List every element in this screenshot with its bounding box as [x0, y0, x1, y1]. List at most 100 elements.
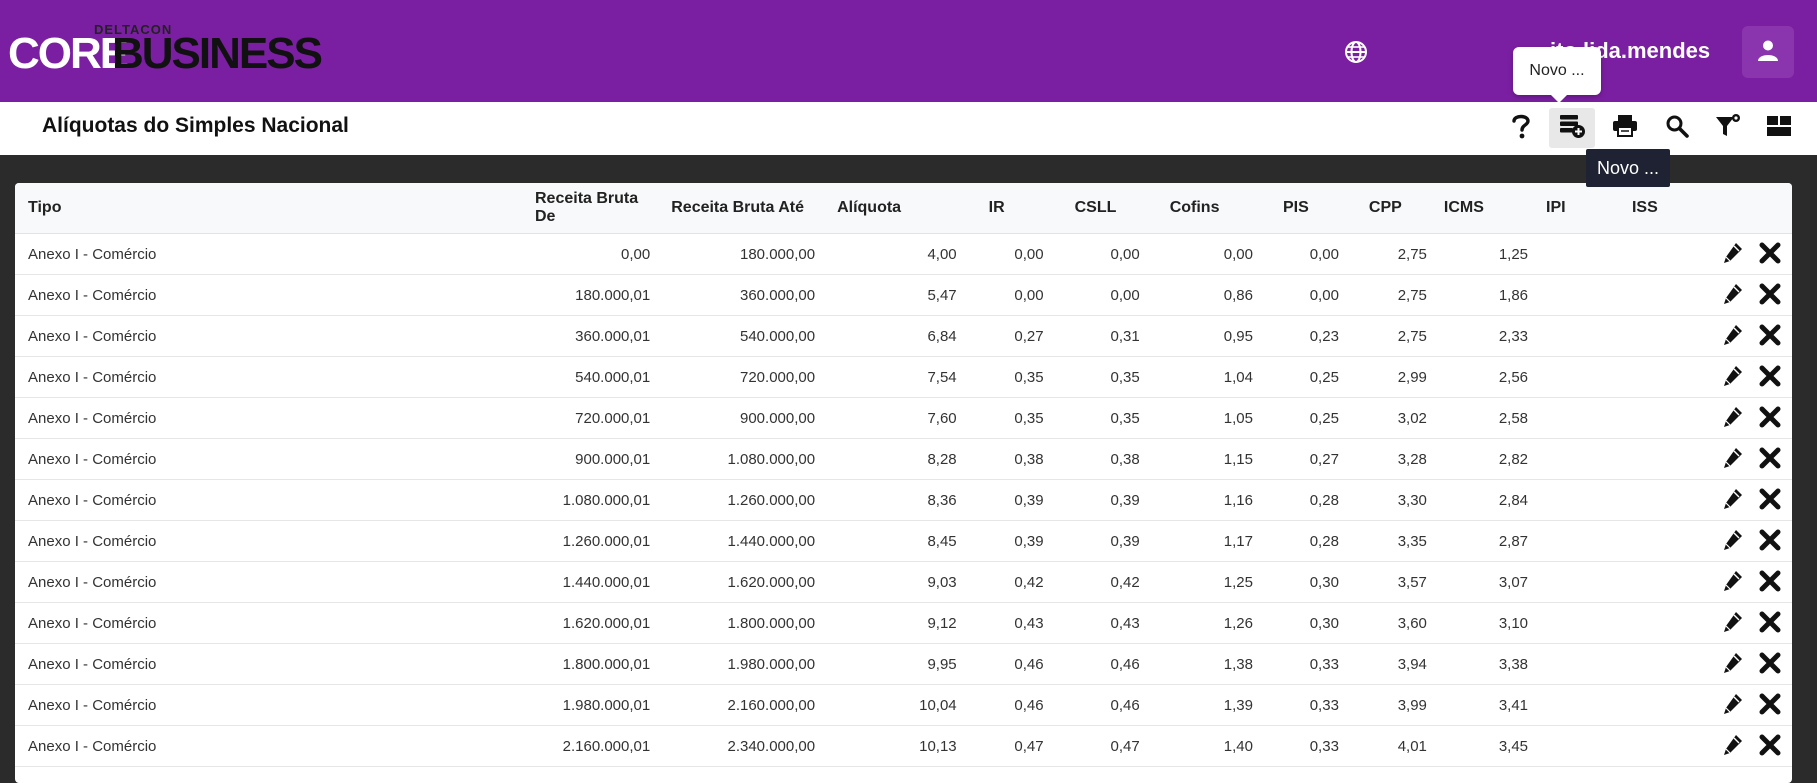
column-header[interactable]: Cofins: [1147, 183, 1261, 234]
cell-value: 1,16: [1147, 479, 1261, 521]
filter-button[interactable]: [1706, 108, 1752, 148]
edit-icon[interactable]: [1714, 364, 1744, 390]
cell-value: 900.000,01: [460, 438, 660, 480]
delete-icon[interactable]: [1752, 651, 1782, 677]
cell-value: 720.000,00: [659, 356, 824, 398]
table-row[interactable]: Anexo I - Comércio 180.000,01 360.000,00 5,…: [15, 274, 1792, 316]
column-header[interactable]: Alíquota: [823, 183, 965, 234]
cell-value: 1.440.000,00: [659, 520, 824, 562]
cell-value: 6,84: [823, 315, 965, 357]
cell-value: 1,25: [1147, 561, 1261, 603]
edit-icon[interactable]: [1714, 610, 1744, 636]
column-header[interactable]: IR: [964, 183, 1052, 234]
language-globe-icon[interactable]: [1344, 40, 1368, 64]
rates-table: Tipo Receita Bruta De Receita Bruta Até …: [15, 183, 1792, 767]
delete-icon[interactable]: [1752, 610, 1782, 636]
cell-value: 360.000,00: [659, 274, 824, 316]
table-row[interactable]: Anexo I - Comércio 720.000,01 900.000,00 7,…: [15, 397, 1792, 439]
table-row[interactable]: Anexo I - Comércio 1.980.000,01 2.160.000,…: [15, 684, 1792, 726]
layout-button[interactable]: [1756, 108, 1802, 148]
table-row[interactable]: Anexo I - Comércio 1.440.000,01 1.620.000,…: [15, 561, 1792, 603]
filter-icon: [1715, 113, 1743, 144]
delete-icon[interactable]: [1752, 405, 1782, 431]
page-toolbar: Alíquotas do Simples Nacional: [0, 102, 1817, 155]
cell-value: 1.800.000,01: [460, 643, 660, 685]
cell-value: 1.260.000,00: [659, 479, 824, 521]
edit-icon[interactable]: [1714, 692, 1744, 718]
column-header[interactable]: PIS: [1260, 183, 1347, 234]
cell-tipo: Anexo I - Comércio: [15, 602, 460, 644]
column-header[interactable]: IPI: [1536, 183, 1622, 234]
delete-icon[interactable]: [1752, 364, 1782, 390]
table-row[interactable]: Anexo I - Comércio 1.260.000,01 1.440.000,…: [15, 520, 1792, 562]
cell-value: 2.340.000,00: [659, 725, 824, 767]
column-header[interactable]: ISS: [1621, 183, 1703, 234]
table-row[interactable]: Anexo I - Comércio 0,00 180.000,00 4,00 0,00…: [15, 233, 1792, 275]
cell-value: 1,39: [1147, 684, 1261, 726]
logo-core-text: CORE: [8, 29, 129, 78]
cell-value: 3,99: [1346, 684, 1435, 726]
delete-icon[interactable]: [1752, 282, 1782, 308]
column-header[interactable]: CPP: [1346, 183, 1435, 234]
cell-value: 1.980.000,00: [659, 643, 824, 685]
delete-icon[interactable]: [1752, 569, 1782, 595]
cell-value: 3,45: [1434, 725, 1537, 767]
edit-icon[interactable]: [1714, 733, 1744, 759]
cell-value: 1.260.000,01: [460, 520, 660, 562]
row-actions: [1702, 561, 1792, 603]
delete-icon[interactable]: [1752, 487, 1782, 513]
table-row[interactable]: Anexo I - Comércio 1.800.000,01 1.980.000,…: [15, 643, 1792, 685]
cell-value: 0,39: [964, 479, 1052, 521]
cell-value: 1,26: [1147, 602, 1261, 644]
cell-value: 900.000,00: [659, 397, 824, 439]
delete-icon[interactable]: [1752, 692, 1782, 718]
cell-value: [1536, 684, 1622, 726]
table-row[interactable]: Anexo I - Comércio 360.000,01 540.000,00 6,…: [15, 315, 1792, 357]
table-row[interactable]: Anexo I - Comércio 2.160.000,01 2.340.000,…: [15, 725, 1792, 767]
cell-value: 0,00: [460, 233, 660, 275]
cell-value: [1621, 643, 1703, 685]
cell-value: 720.000,01: [460, 397, 660, 439]
column-header[interactable]: Tipo: [15, 183, 460, 234]
help-button[interactable]: [1498, 108, 1544, 148]
edit-icon[interactable]: [1714, 323, 1744, 349]
table-row[interactable]: Anexo I - Comércio 540.000,01 720.000,00 7,…: [15, 356, 1792, 398]
cell-tipo: Anexo I - Comércio: [15, 684, 460, 726]
edit-icon[interactable]: [1714, 446, 1744, 472]
delete-icon[interactable]: [1752, 241, 1782, 267]
edit-icon[interactable]: [1714, 241, 1744, 267]
user-menu-button[interactable]: [1742, 26, 1794, 78]
row-actions: [1702, 725, 1792, 767]
cell-tipo: Anexo I - Comércio: [15, 438, 460, 480]
row-actions: [1702, 438, 1792, 480]
logo-subtitle: DELTACON: [94, 22, 173, 37]
delete-icon[interactable]: [1752, 446, 1782, 472]
new-tooltip-popover: Novo ...: [1513, 47, 1601, 103]
app-logo[interactable]: DELTACON CORE BUSINESS: [8, 18, 323, 80]
edit-icon[interactable]: [1714, 487, 1744, 513]
new-record-button[interactable]: [1549, 108, 1595, 148]
table-row[interactable]: Anexo I - Comércio 1.080.000,01 1.260.000,…: [15, 479, 1792, 521]
column-header[interactable]: ICMS: [1434, 183, 1537, 234]
new-record-icon: [1558, 113, 1586, 144]
edit-icon[interactable]: [1714, 569, 1744, 595]
edit-icon[interactable]: [1714, 282, 1744, 308]
print-button[interactable]: [1602, 108, 1648, 148]
edit-icon[interactable]: [1714, 405, 1744, 431]
delete-icon[interactable]: [1752, 733, 1782, 759]
search-button[interactable]: [1654, 108, 1700, 148]
edit-icon[interactable]: [1714, 651, 1744, 677]
column-header[interactable]: CSLL: [1051, 183, 1148, 234]
cell-value: 8,45: [823, 520, 965, 562]
table-row[interactable]: Anexo I - Comércio 900.000,01 1.080.000,00…: [15, 438, 1792, 480]
column-header[interactable]: Receita Bruta Até: [659, 183, 824, 234]
delete-icon[interactable]: [1752, 528, 1782, 554]
cell-value: [1536, 725, 1622, 767]
delete-icon[interactable]: [1752, 323, 1782, 349]
cell-value: 1.080.000,00: [659, 438, 824, 480]
table-row[interactable]: Anexo I - Comércio 1.620.000,01 1.800.000,…: [15, 602, 1792, 644]
edit-icon[interactable]: [1714, 528, 1744, 554]
column-header[interactable]: Receita Bruta De: [460, 183, 660, 234]
cell-value: 0,00: [964, 233, 1052, 275]
cell-value: [1621, 356, 1703, 398]
